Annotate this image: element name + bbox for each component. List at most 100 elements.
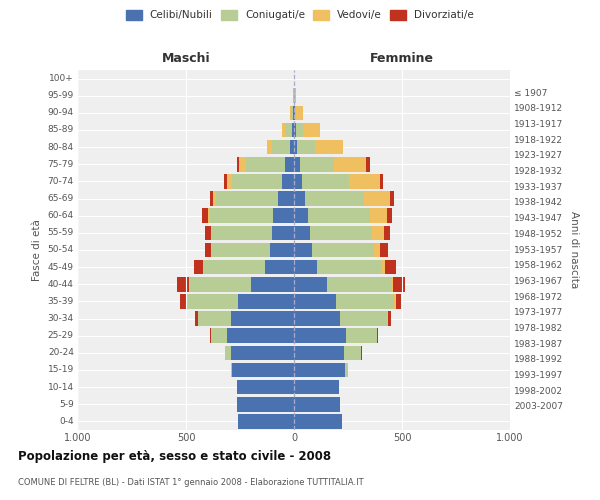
Bar [282, 122, 286, 138]
Bar [301, 157, 334, 172]
Bar [374, 242, 380, 258]
Bar [211, 242, 212, 258]
Bar [314, 140, 343, 154]
Bar [310, 226, 372, 240]
Bar [205, 226, 211, 240]
Bar [294, 157, 301, 172]
Bar [387, 208, 392, 223]
Bar [294, 362, 345, 378]
Bar [237, 397, 294, 411]
Bar [210, 328, 211, 343]
Bar [225, 346, 232, 360]
Bar [313, 242, 374, 258]
Bar [179, 294, 187, 308]
Bar [224, 174, 227, 188]
Bar [212, 226, 272, 240]
Bar [297, 140, 314, 154]
Bar [270, 242, 294, 258]
Y-axis label: Anni di nascita: Anni di nascita [569, 212, 579, 288]
Bar [205, 260, 265, 274]
Bar [344, 346, 361, 360]
Bar [290, 106, 291, 120]
Bar [210, 192, 213, 206]
Bar [382, 260, 385, 274]
Bar [247, 157, 286, 172]
Bar [189, 277, 190, 291]
Text: Femmine: Femmine [370, 52, 434, 65]
Bar [232, 312, 294, 326]
Bar [267, 140, 272, 154]
Bar [387, 312, 388, 326]
Bar [294, 208, 308, 223]
Bar [391, 277, 394, 291]
Bar [364, 192, 390, 206]
Bar [237, 157, 239, 172]
Bar [294, 242, 313, 258]
Bar [294, 414, 341, 428]
Bar [290, 140, 294, 154]
Bar [294, 140, 297, 154]
Legend: Celibi/Nubili, Coniugati/e, Vedovi/e, Divorziati/e: Celibi/Nubili, Coniugati/e, Vedovi/e, Di… [126, 10, 474, 20]
Bar [296, 106, 302, 120]
Bar [227, 328, 294, 343]
Bar [385, 260, 395, 274]
Bar [334, 157, 367, 172]
Bar [187, 294, 188, 308]
Bar [294, 192, 305, 206]
Bar [216, 192, 278, 206]
Bar [302, 122, 320, 138]
Bar [340, 312, 387, 326]
Bar [294, 174, 302, 188]
Bar [232, 174, 282, 188]
Bar [394, 277, 405, 291]
Bar [272, 226, 294, 240]
Bar [295, 88, 296, 103]
Bar [345, 362, 348, 378]
Bar [291, 106, 293, 120]
Text: Popolazione per età, sesso e stato civile - 2008: Popolazione per età, sesso e stato civil… [18, 450, 331, 463]
Bar [294, 328, 346, 343]
Bar [294, 346, 344, 360]
Bar [388, 312, 391, 326]
Bar [265, 260, 294, 274]
Bar [238, 294, 294, 308]
Bar [294, 380, 340, 394]
Bar [294, 106, 295, 120]
Text: COMUNE DI FELTRE (BL) - Dati ISTAT 1° gennaio 2008 - Elaborazione TUTTITALIA.IT: COMUNE DI FELTRE (BL) - Dati ISTAT 1° ge… [18, 478, 364, 487]
Bar [203, 260, 205, 274]
Bar [349, 174, 380, 188]
Bar [296, 122, 302, 138]
Bar [237, 380, 294, 394]
Y-axis label: Fasce di età: Fasce di età [32, 219, 42, 281]
Bar [190, 277, 251, 291]
Bar [205, 242, 211, 258]
Bar [294, 397, 340, 411]
Bar [336, 294, 394, 308]
Bar [282, 174, 294, 188]
Bar [293, 106, 294, 120]
Bar [370, 208, 387, 223]
Bar [211, 226, 212, 240]
Bar [305, 192, 364, 206]
Bar [394, 294, 395, 308]
Bar [239, 157, 247, 172]
Bar [390, 192, 394, 206]
Bar [294, 122, 296, 138]
Text: Maschi: Maschi [161, 52, 211, 65]
Bar [194, 260, 203, 274]
Bar [198, 312, 232, 326]
Bar [202, 208, 208, 223]
Bar [292, 122, 294, 138]
Bar [346, 328, 377, 343]
Bar [372, 226, 383, 240]
Bar [367, 157, 370, 172]
Bar [308, 208, 370, 223]
Bar [294, 226, 310, 240]
Bar [278, 192, 294, 206]
Bar [232, 346, 294, 360]
Bar [188, 294, 238, 308]
Bar [208, 208, 210, 223]
Bar [294, 294, 336, 308]
Bar [380, 174, 383, 188]
Bar [238, 414, 294, 428]
